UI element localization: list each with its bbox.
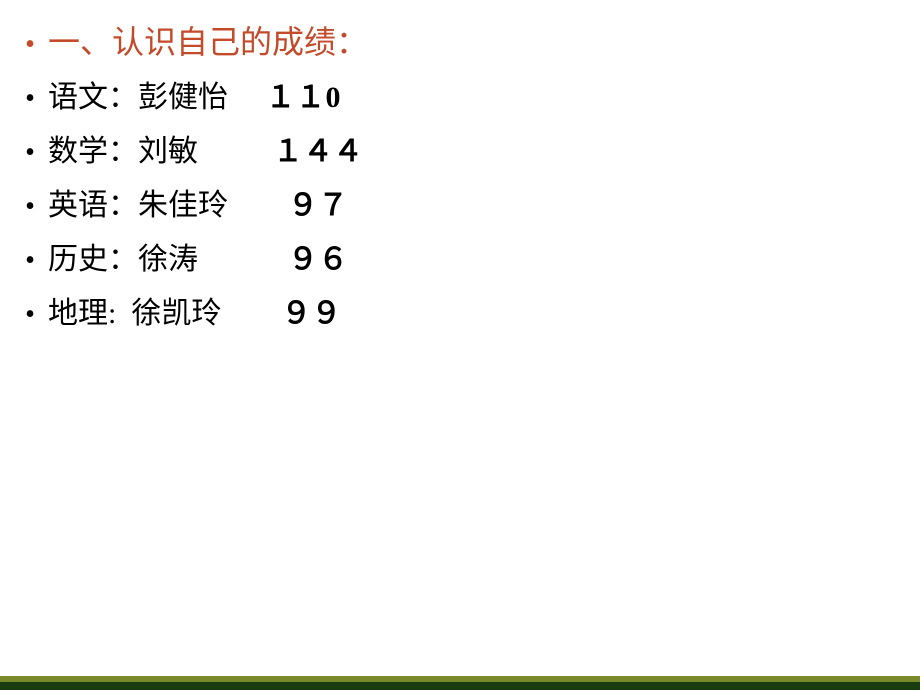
subject-label: 数学： [48,131,138,173]
student-name: 徐涛 [138,239,198,281]
slide-content: • 一、认识自己的成绩： • 语文： 彭健怡 １１0 • 数学： 刘敏 １４４ … [0,0,920,335]
subject-label: 语文： [48,77,138,119]
score-value: １１0 [266,77,341,119]
bullet-icon: • [20,79,40,118]
score-value: ９９ [281,293,341,335]
subject-label: 英语： [48,185,138,227]
heading-row: • 一、认识自己的成绩： [20,20,900,65]
score-row: • 历史： 徐涛 ９６ [20,239,900,281]
score-value: ９７ [288,185,348,227]
subject-label: 历史： [48,239,138,281]
student-name: 朱佳玲 [138,185,228,227]
bullet-icon: • [20,295,40,334]
bullet-icon: • [20,133,40,172]
footer-dark-bar [0,682,920,690]
student-name: 刘敏 [138,131,198,173]
subject-label: 地理: [48,293,131,335]
student-name: 徐凯玲 [131,293,221,335]
spacer [228,185,288,227]
score-value: １４４ [273,131,363,173]
footer-decoration [0,670,920,690]
score-value: ９６ [288,239,348,281]
heading-text: 一、认识自己的成绩： [48,20,368,65]
student-name: 彭健怡 [138,77,228,119]
spacer [198,131,273,173]
score-row: • 数学： 刘敏 １４４ [20,131,900,173]
score-row: • 地理: 徐凯玲 ９９ [20,293,900,335]
score-row: • 英语： 朱佳玲 ９７ [20,185,900,227]
bullet-icon: • [20,187,40,226]
spacer [228,77,266,119]
score-row: • 语文： 彭健怡 １１0 [20,77,900,119]
bullet-icon: • [20,25,40,64]
spacer [198,239,288,281]
bullet-icon: • [20,241,40,280]
spacer [221,293,281,335]
